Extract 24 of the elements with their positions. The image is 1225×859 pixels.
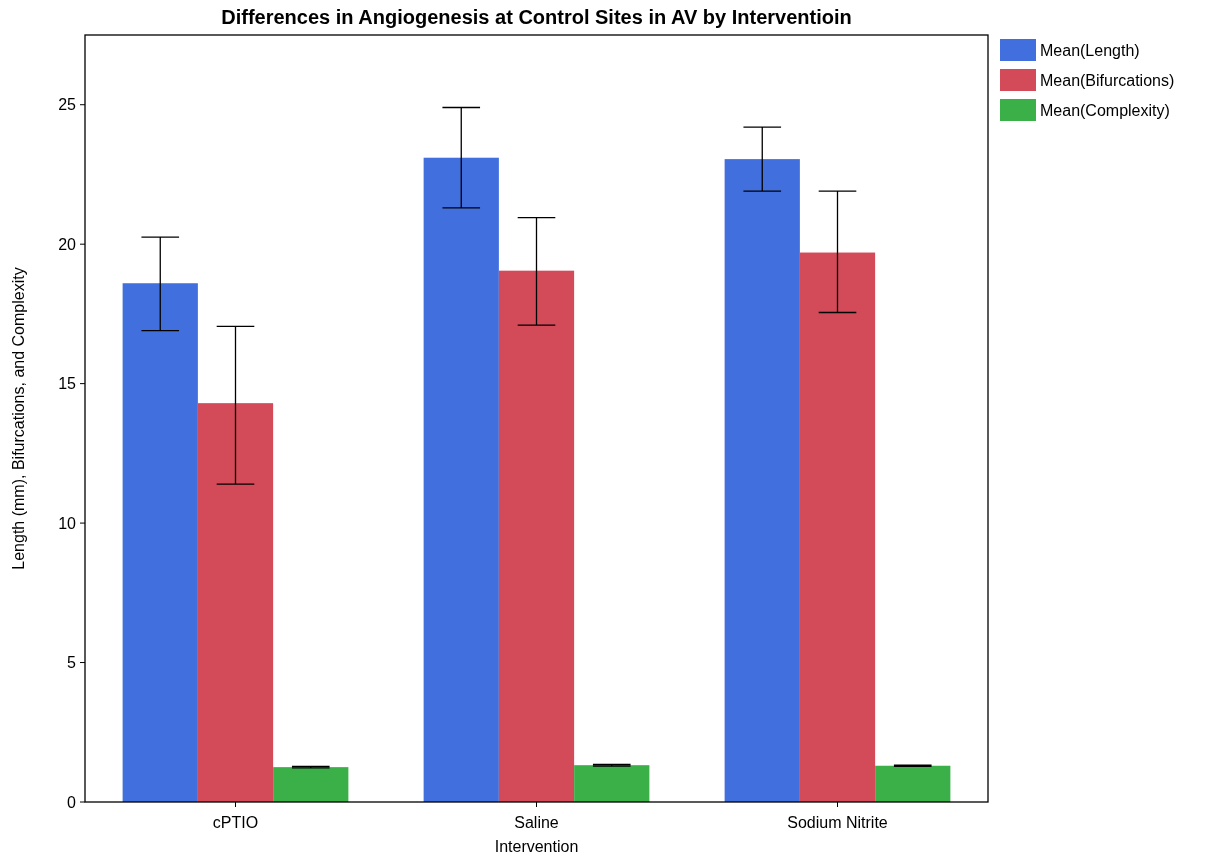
bar: [498, 270, 575, 802]
y-tick-label: 0: [67, 793, 77, 811]
chart-title: Differences in Angiogenesis at Control Sites in AV by Interventioin: [221, 6, 852, 28]
bar: [273, 767, 349, 802]
x-tick-label: Saline: [514, 814, 559, 831]
x-tick-label: cPTIO: [212, 814, 259, 831]
bar: [724, 159, 800, 802]
bar: [197, 403, 274, 802]
bar: [423, 157, 499, 802]
legend-label: Mean(Bifurcations): [1040, 71, 1175, 89]
x-tick-label: Sodium Nitrite: [787, 814, 888, 831]
bar: [122, 283, 198, 802]
bar: [875, 765, 951, 802]
legend-label: Mean(Complexity): [1040, 101, 1170, 119]
bar: [799, 252, 876, 802]
legend-label: Mean(Length): [1040, 41, 1140, 59]
y-tick-label: 20: [58, 235, 77, 253]
bar: [574, 765, 650, 802]
x-axis-title: Intervention: [494, 838, 579, 855]
y-tick-label: 25: [58, 96, 77, 114]
y-tick-label: 15: [58, 375, 77, 393]
y-tick-label: 10: [58, 514, 77, 532]
y-axis-title: Length (mm), Bifurcations, and Complexity: [10, 267, 27, 570]
y-tick-label: 5: [67, 654, 77, 672]
